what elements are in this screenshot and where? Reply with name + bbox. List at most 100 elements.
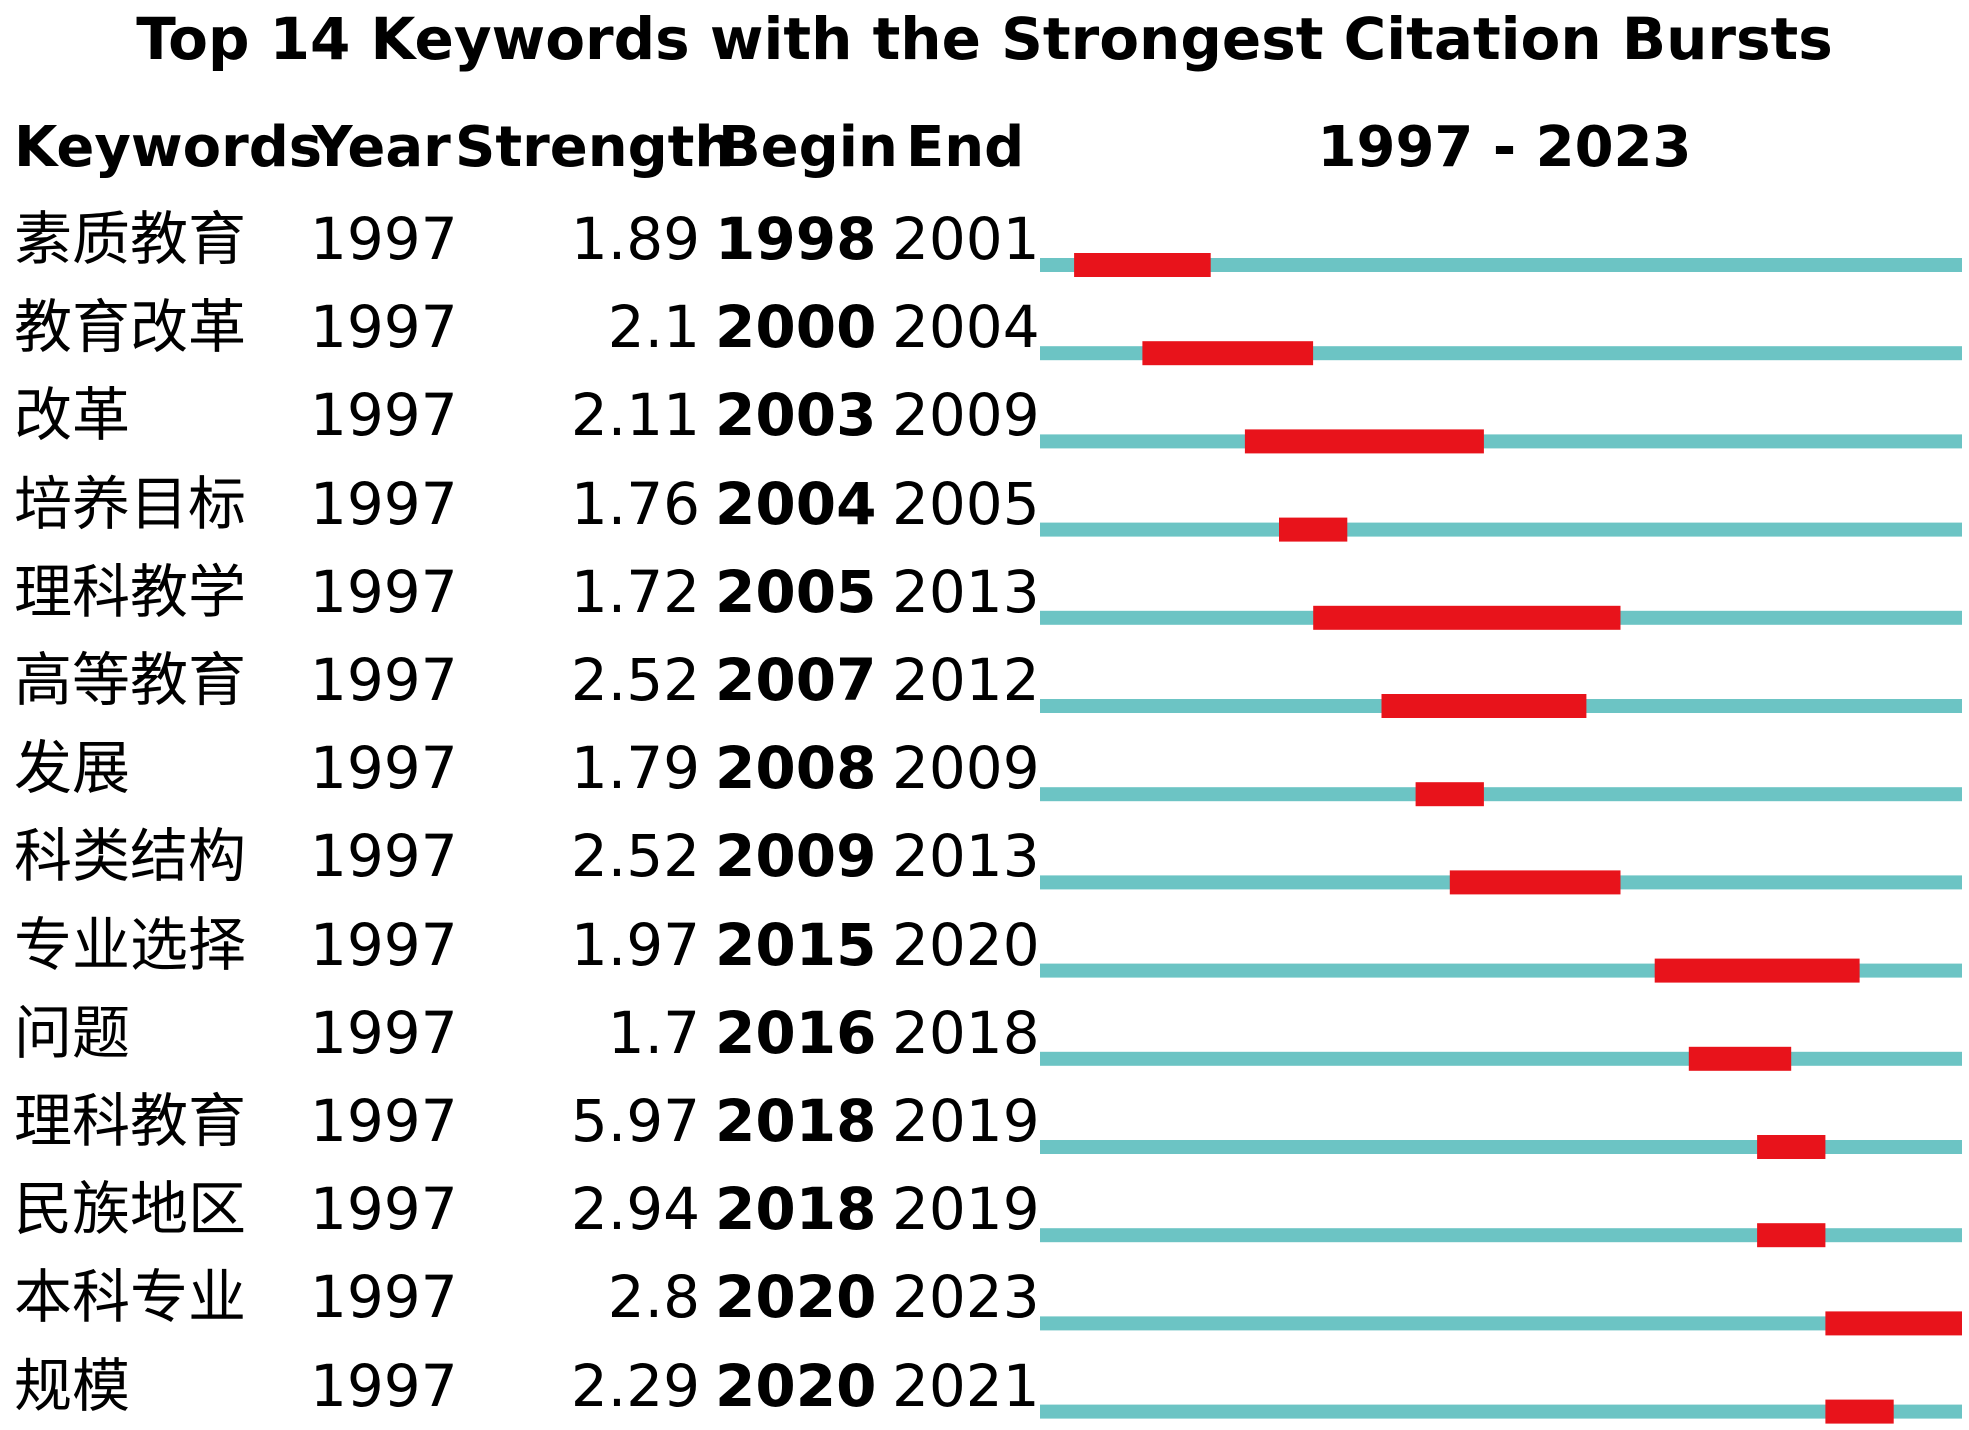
- timeline-bar: [1040, 1316, 1962, 1331]
- burst-segment: [1381, 694, 1587, 718]
- keyword-cell: 理科教育: [14, 1087, 247, 1155]
- strength-cell: 1.89: [570, 205, 700, 273]
- end-cell: 2021: [892, 1351, 1040, 1420]
- year-cell: 1997: [310, 205, 458, 273]
- timeline-bar: [1040, 434, 1962, 449]
- year-cell: 1997: [310, 910, 458, 979]
- table-row: 规模 1997 2.29 2020 2021: [0, 1342, 1969, 1430]
- strength-cell: 5.97: [570, 1087, 700, 1155]
- table-row: 问题 1997 1.7 2016 2018: [0, 989, 1969, 1077]
- strength-cell: 1.72: [570, 557, 700, 626]
- end-cell: 2004: [892, 293, 1040, 362]
- begin-cell: 2009: [715, 822, 877, 891]
- begin-cell: 2007: [715, 646, 877, 714]
- begin-cell: 2008: [715, 734, 877, 803]
- end-cell: 2019: [892, 1087, 1040, 1155]
- burst-segment: [1825, 1311, 1962, 1336]
- begin-cell: 2016: [715, 998, 877, 1067]
- table-row: 教育改革 1997 2.1 2000 2004: [0, 283, 1969, 371]
- end-cell: 2001: [892, 205, 1040, 273]
- end-cell: 2012: [892, 646, 1040, 714]
- keyword-cell: 教育改革: [14, 293, 247, 362]
- burst-segment: [1279, 517, 1348, 542]
- begin-cell: 1998: [715, 205, 877, 273]
- table-row: 高等教育 1997 2.52 2007 2012: [0, 636, 1969, 724]
- burst-segment: [1074, 253, 1211, 277]
- keyword-cell: 培养目标: [14, 469, 247, 538]
- year-cell: 1997: [310, 1175, 458, 1244]
- burst-segment: [1142, 341, 1314, 366]
- table-row: 培养目标 1997 1.76 2004 2005: [0, 460, 1969, 548]
- table-row: 素质教育 1997 1.89 1998 2001: [0, 195, 1969, 283]
- end-cell: 2009: [892, 381, 1040, 450]
- timeline-bar: [1040, 1140, 1962, 1154]
- year-cell: 1997: [310, 469, 458, 538]
- end-cell: 2009: [892, 734, 1040, 803]
- begin-cell: 2004: [715, 469, 877, 538]
- timeline-bar: [1040, 1228, 1962, 1243]
- keyword-cell: 民族地区: [14, 1175, 247, 1244]
- keyword-cell: 科类结构: [14, 822, 247, 891]
- table-row: 改革 1997 2.11 2003 2009: [0, 371, 1969, 459]
- keyword-cell: 本科专业: [14, 1263, 247, 1332]
- header-strength: Strength: [455, 115, 735, 180]
- header-begin: Begin: [718, 115, 898, 180]
- timeline-bar: [1040, 1051, 1962, 1066]
- strength-cell: 2.8: [607, 1263, 700, 1332]
- burst-segment: [1415, 782, 1484, 807]
- year-cell: 1997: [310, 1087, 458, 1155]
- begin-cell: 2015: [715, 910, 877, 979]
- year-cell: 1997: [310, 557, 458, 626]
- year-cell: 1997: [310, 822, 458, 891]
- strength-cell: 2.1: [607, 293, 700, 362]
- burst-segment: [1449, 870, 1621, 895]
- timeline-bar: [1040, 787, 1962, 802]
- keyword-cell: 理科教学: [14, 557, 247, 626]
- header-end: End: [906, 115, 1025, 180]
- keyword-cell: 发展: [14, 734, 131, 803]
- begin-cell: 2003: [715, 381, 877, 450]
- burst-segment: [1244, 429, 1484, 454]
- timeline-bar: [1040, 522, 1962, 537]
- strength-cell: 2.29: [570, 1351, 700, 1420]
- begin-cell: 2005: [715, 557, 877, 626]
- table-row: 理科教育 1997 5.97 2018 2019: [0, 1077, 1969, 1165]
- header-year-range: 1997 - 2023: [1317, 115, 1692, 180]
- begin-cell: 2000: [715, 293, 877, 362]
- burst-segment: [1757, 1135, 1826, 1159]
- keyword-cell: 规模: [14, 1351, 131, 1420]
- keyword-cell: 改革: [14, 381, 131, 450]
- burst-segment: [1654, 958, 1860, 983]
- year-cell: 1997: [310, 998, 458, 1067]
- strength-cell: 2.94: [570, 1175, 700, 1244]
- keyword-cell: 专业选择: [14, 910, 247, 979]
- strength-cell: 1.7: [607, 998, 700, 1067]
- timeline-bar: [1040, 258, 1962, 272]
- end-cell: 2005: [892, 469, 1040, 538]
- end-cell: 2019: [892, 1175, 1040, 1244]
- table-row: 民族地区 1997 2.94 2018 2019: [0, 1165, 1969, 1253]
- begin-cell: 2020: [715, 1263, 877, 1332]
- strength-cell: 2.52: [570, 646, 700, 714]
- keyword-cell: 高等教育: [14, 646, 247, 714]
- year-cell: 1997: [310, 1263, 458, 1332]
- burst-segment: [1313, 605, 1621, 630]
- keyword-cell: 问题: [14, 998, 131, 1067]
- header-year: Year: [312, 115, 451, 180]
- table-row: 发展 1997 1.79 2008 2009: [0, 724, 1969, 812]
- burst-segment: [1757, 1223, 1826, 1248]
- chart-title: Top 14 Keywords with the Strongest Citat…: [136, 5, 1833, 73]
- end-cell: 2013: [892, 557, 1040, 626]
- year-cell: 1997: [310, 381, 458, 450]
- year-cell: 1997: [310, 646, 458, 714]
- year-cell: 1997: [310, 1351, 458, 1420]
- begin-cell: 2018: [715, 1175, 877, 1244]
- header-keywords: Keywords: [14, 115, 323, 180]
- end-cell: 2023: [892, 1263, 1040, 1332]
- end-cell: 2018: [892, 998, 1040, 1067]
- strength-cell: 1.79: [570, 734, 700, 803]
- strength-cell: 1.76: [570, 469, 700, 538]
- timeline-bar: [1040, 1404, 1962, 1419]
- table-row: 理科教学 1997 1.72 2005 2013: [0, 548, 1969, 636]
